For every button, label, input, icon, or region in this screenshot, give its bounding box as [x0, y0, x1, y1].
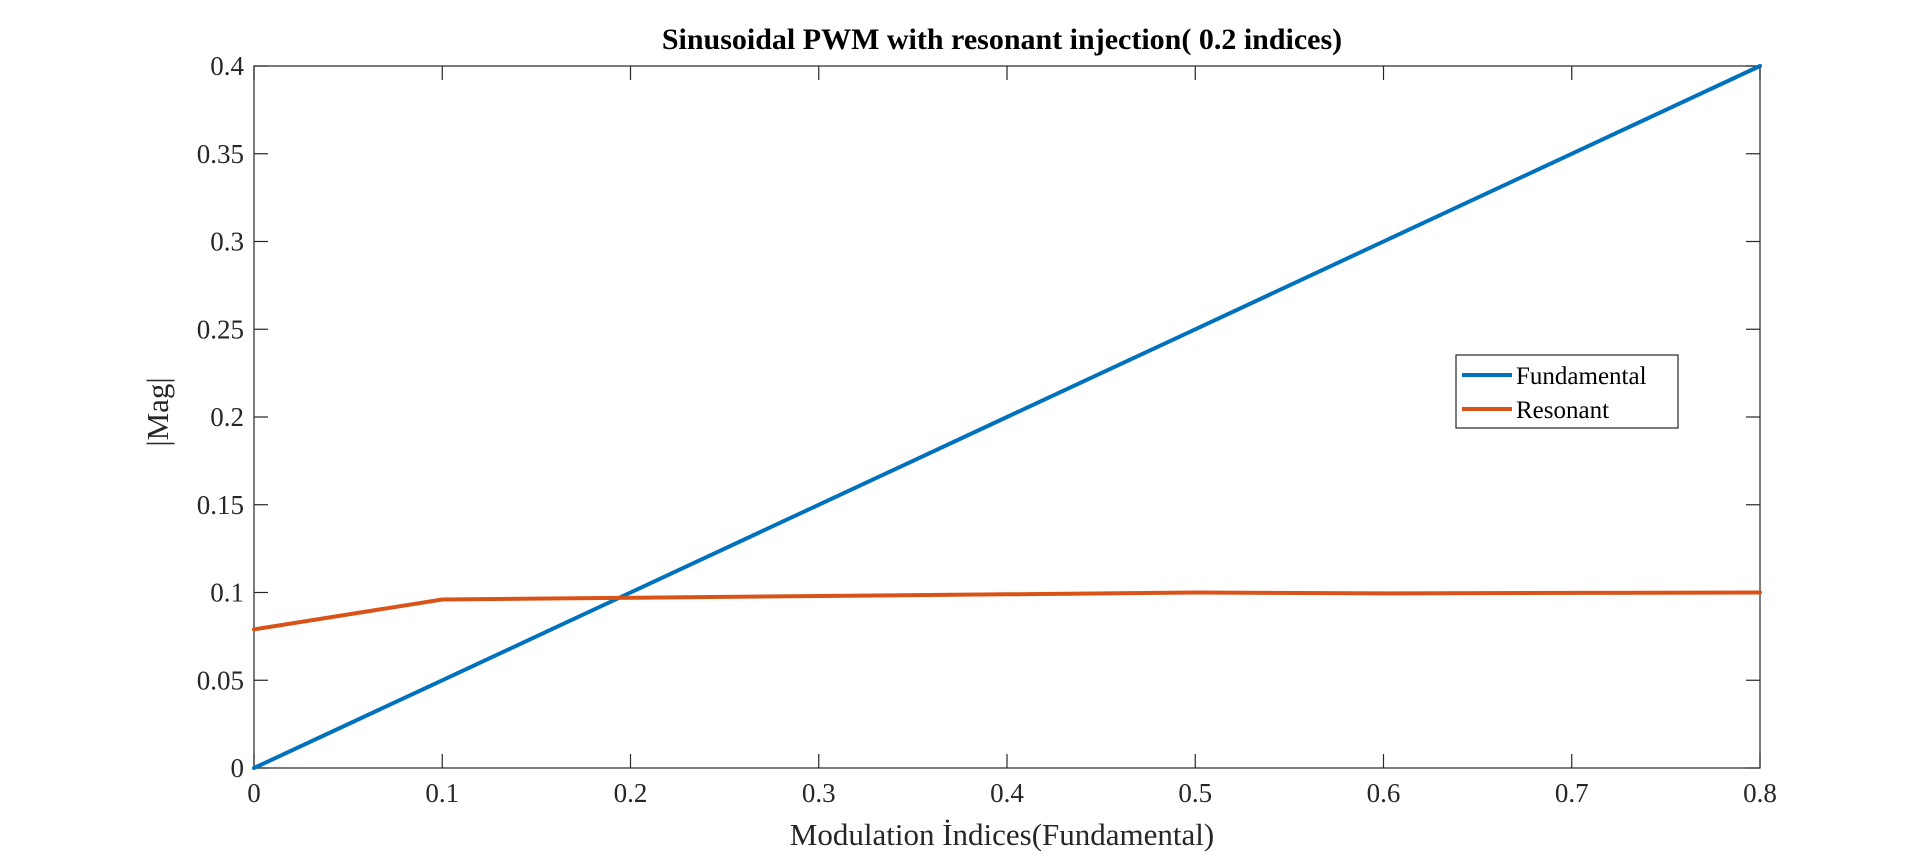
legend-box — [1455, 354, 1679, 429]
x-axis-label: Modulation İndices(Fundamental) — [790, 817, 1214, 852]
y-tick-label: 0.15 — [197, 490, 244, 520]
series-line-fundamental — [252, 64, 1762, 770]
legend-label-resonant: Resonant — [1516, 397, 1609, 424]
y-tick-label: 0 — [231, 753, 245, 783]
y-tick-label: 0.2 — [210, 402, 244, 432]
legend-label-fundamental: Fundamental — [1516, 363, 1647, 390]
y-tick-label: 0.05 — [197, 665, 244, 695]
series-line-resonant — [252, 590, 1762, 632]
y-tick-label: 0.3 — [210, 227, 244, 257]
series-lines — [252, 64, 1762, 770]
y-tick-label: 0.35 — [197, 139, 244, 169]
legend: Fundamental Resonant — [1455, 354, 1679, 429]
x-tick-label: 0.4 — [990, 778, 1024, 808]
y-tick-label: 0.25 — [197, 314, 244, 344]
y-tick-label: 0.4 — [210, 51, 244, 81]
x-tick-label: 0 — [247, 778, 261, 808]
chart-title: Sinusoidal PWM with resonant injection( … — [662, 23, 1342, 56]
x-tick-label: 0.1 — [425, 778, 459, 808]
ticks-layer: 0 0.1 0.2 0.3 0.4 0.5 0.6 0.7 0.8 0 0.05 0.1 0.15 0.2… — [197, 51, 1777, 808]
y-tick-label: 0.1 — [210, 578, 244, 608]
x-tick-label: 0.5 — [1178, 778, 1212, 808]
x-tick-label: 0.6 — [1367, 778, 1401, 808]
y-axis-label: |Mag| — [140, 377, 175, 446]
x-tick-label: 0.3 — [802, 778, 836, 808]
x-tick-label: 0.8 — [1743, 778, 1777, 808]
x-tick-label: 0.2 — [614, 778, 648, 808]
x-tick-label: 0.7 — [1555, 778, 1589, 808]
